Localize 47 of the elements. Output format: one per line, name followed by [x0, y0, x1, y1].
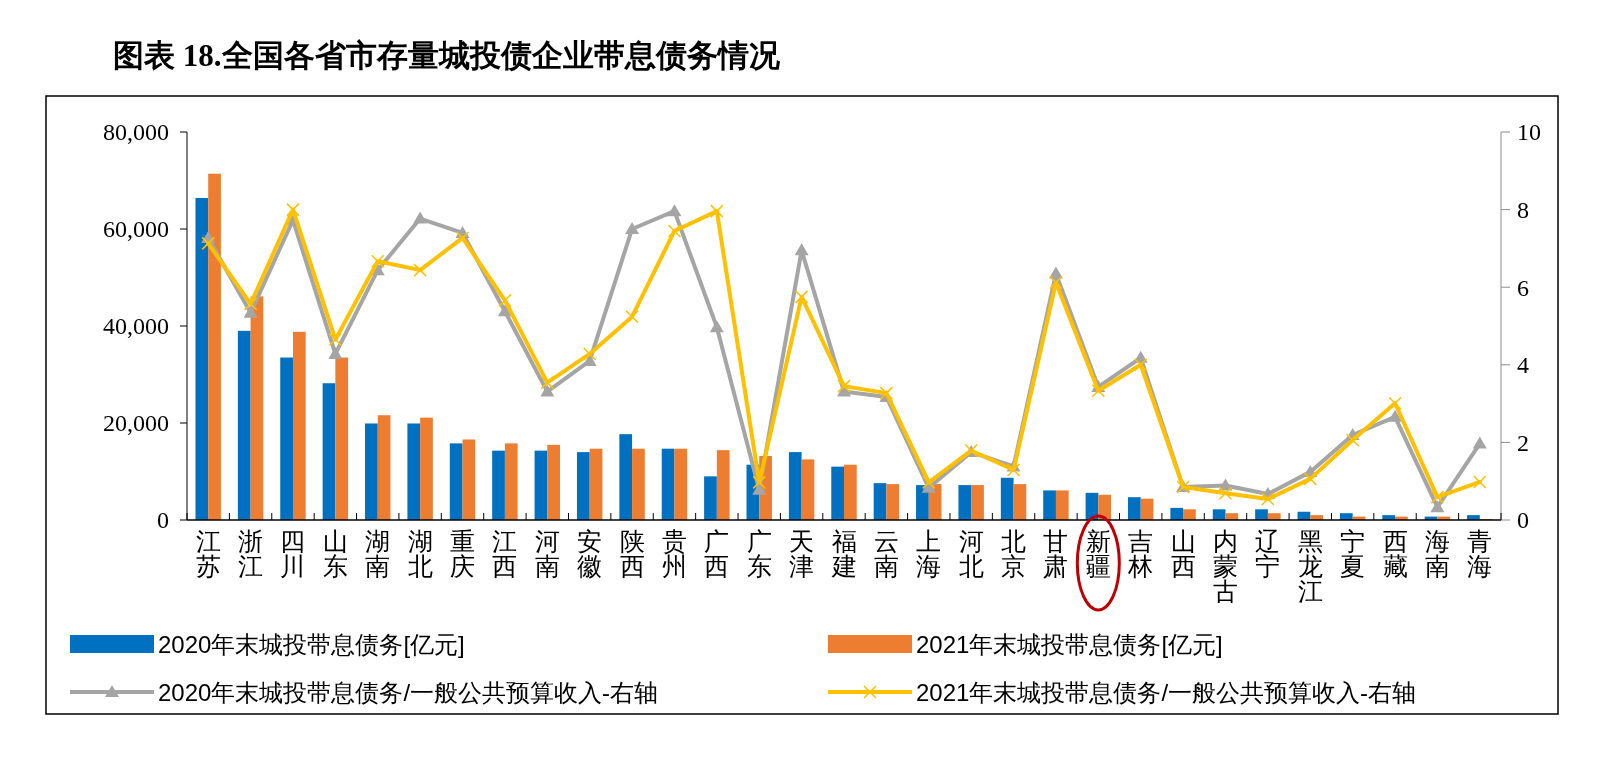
legend-label: 2021年末城投带息债务[亿元] — [916, 630, 1223, 658]
x-tick-label: 江西 — [492, 527, 518, 580]
x-tick-label: 海南 — [1424, 527, 1450, 580]
x-tick-label: 湖北 — [407, 527, 433, 580]
x-tick-label: 江苏 — [195, 527, 221, 580]
x-tick-label: 陕西 — [619, 527, 645, 580]
x-tick-label: 浙江 — [238, 527, 264, 580]
x-tick-label: 甘肃 — [1043, 527, 1069, 580]
y-tick-label: 60,000 — [103, 216, 169, 243]
x-tick-label: 河北 — [958, 527, 984, 580]
y-tick-label: 40,000 — [103, 313, 169, 340]
y2-tick-label: 8 — [1517, 197, 1529, 223]
x-tick-label: 西藏 — [1382, 527, 1408, 580]
x-tick-label: 山东 — [322, 527, 348, 580]
x-tick-label: 山西 — [1170, 527, 1196, 580]
legend-label: 2021年末城投带息债务/一般公共预算收入-右轴 — [916, 678, 1417, 706]
y2-tick-label: 2 — [1517, 429, 1529, 456]
x-tick-label: 青海 — [1467, 527, 1493, 580]
x-tick-label: 云南 — [873, 527, 899, 580]
x-tick-label: 宁夏 — [1340, 527, 1366, 580]
legend-label: 2020年末城投带息债务/一般公共预算收入-右轴 — [158, 678, 659, 706]
y2-tick-label: 0 — [1517, 507, 1529, 534]
x-tick-label: 辽宁 — [1255, 527, 1281, 580]
x-tick-label: 上海 — [916, 527, 942, 580]
x-tick-label: 广西 — [704, 527, 730, 580]
x-tick-label: 贵州 — [661, 527, 687, 580]
x-tick-label: 新疆 — [1085, 527, 1111, 580]
y-tick-label: 80,000 — [103, 119, 169, 146]
x-tick-label: 广东 — [746, 527, 772, 580]
x-tick-label: 重庆 — [450, 527, 476, 580]
x-tick-label: 吉林 — [1127, 527, 1154, 580]
chart-title: 图表 18.全国各省市存量城投债企业带息债务情况 — [113, 38, 781, 73]
y-tick-label: 20,000 — [103, 410, 169, 437]
x-tick-label: 湖南 — [365, 527, 391, 580]
y2-tick-label: 10 — [1517, 119, 1541, 146]
legend-label: 2020年末城投带息债务[亿元] — [158, 630, 465, 658]
x-tick-label: 天津 — [789, 527, 815, 580]
x-tick-label: 北京 — [1001, 527, 1027, 580]
x-tick-label: 四川 — [280, 527, 306, 580]
y2-tick-label: 6 — [1517, 274, 1529, 301]
x-tick-label: 河南 — [534, 527, 560, 580]
x-tick-label: 安徽 — [577, 527, 603, 580]
x-tick-label: 内蒙古 — [1212, 527, 1238, 605]
x-tick-label: 黑龙江 — [1297, 527, 1323, 605]
x-tick-label: 福建 — [830, 527, 857, 580]
y-tick-label: 0 — [157, 507, 169, 534]
y2-tick-label: 4 — [1517, 352, 1529, 379]
